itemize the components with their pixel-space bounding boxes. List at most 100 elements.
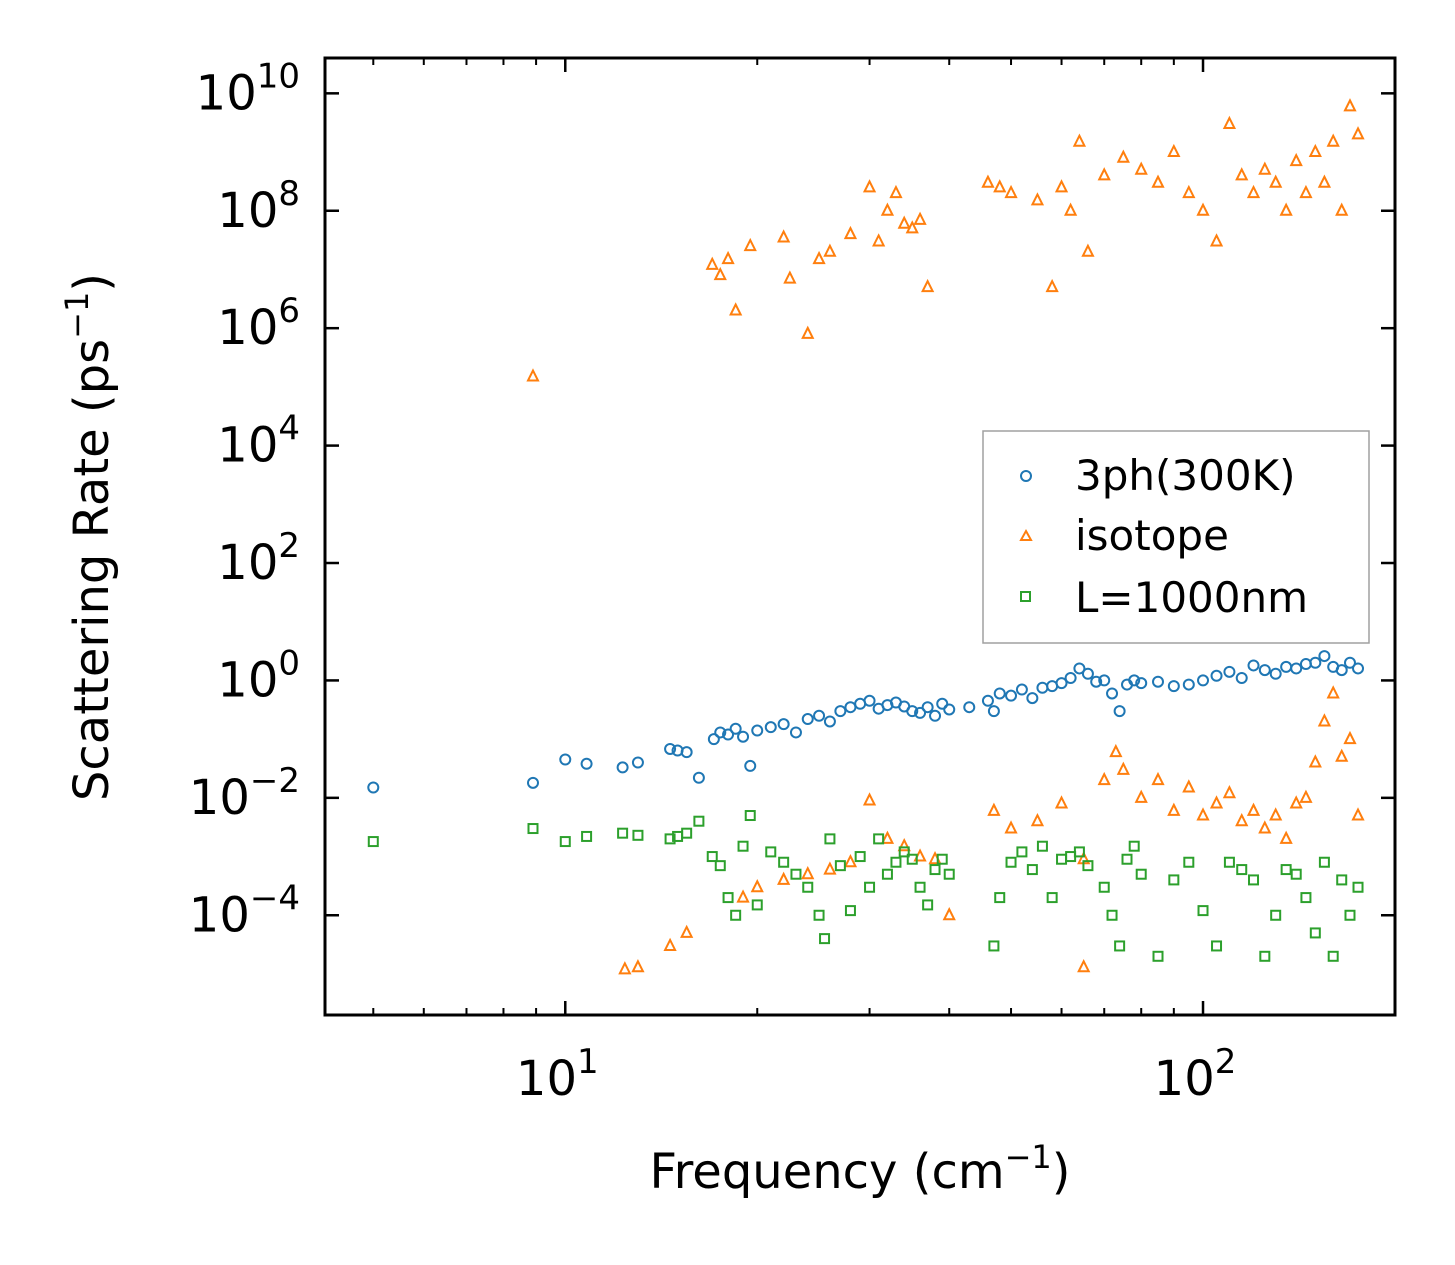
point-square xyxy=(1318,856,1330,868)
point-square xyxy=(881,868,893,880)
point-triangle xyxy=(618,961,632,975)
point-triangle xyxy=(1289,152,1303,167)
point-square xyxy=(744,810,756,822)
point-square xyxy=(922,899,934,911)
point-circle xyxy=(906,705,919,718)
point-triangle xyxy=(812,250,826,265)
point-circle xyxy=(526,776,539,789)
point-circle xyxy=(993,687,1006,700)
point-triangle xyxy=(1246,802,1261,816)
point-triangle xyxy=(1109,743,1123,758)
point-circle xyxy=(1055,677,1068,690)
point-square xyxy=(854,851,866,863)
point-triangle xyxy=(1167,802,1181,816)
point-triangle xyxy=(1269,174,1283,188)
point-square xyxy=(1280,864,1292,876)
point-circle xyxy=(1309,656,1322,669)
point-triangle xyxy=(801,325,815,339)
point-triangle xyxy=(1258,820,1272,834)
point-circle xyxy=(722,728,735,741)
point-triangle xyxy=(872,233,886,247)
y-axis-label: Scattering Rate (ps−1) xyxy=(58,273,120,801)
point-triangle xyxy=(1299,184,1313,199)
legend-label-isotope: isotope xyxy=(1075,511,1229,560)
point-triangle xyxy=(631,959,645,973)
point-triangle xyxy=(1134,789,1148,803)
point-square xyxy=(834,860,846,872)
point-triangle xyxy=(1235,812,1249,827)
point-circle xyxy=(1197,674,1210,687)
point-circle xyxy=(863,694,876,707)
point-square xyxy=(943,868,955,880)
point-circle xyxy=(751,724,764,737)
point-triangle xyxy=(843,854,858,868)
point-triangle xyxy=(1326,685,1340,699)
point-circle xyxy=(1064,671,1077,684)
point-triangle xyxy=(663,937,677,951)
point-triangle xyxy=(1222,784,1237,799)
point-circle xyxy=(729,722,742,735)
point-square xyxy=(1082,860,1094,872)
point-triangle xyxy=(913,211,927,225)
point-circle xyxy=(1258,664,1271,677)
point-square xyxy=(714,860,726,872)
point-square xyxy=(765,846,777,858)
point-square xyxy=(1183,856,1195,868)
point-circle xyxy=(1113,705,1126,718)
point-triangle xyxy=(1063,202,1078,216)
point-triangle xyxy=(1116,761,1130,775)
point-triangle xyxy=(1246,184,1261,199)
point-circle xyxy=(631,756,644,769)
axis-ticks: 101 102 1010 108 106 104 102 100 10−2 10−4 xyxy=(189,56,1396,1107)
point-square xyxy=(1248,874,1260,886)
point-circle xyxy=(580,757,593,770)
point-triangle xyxy=(897,837,911,852)
point-triangle xyxy=(1351,807,1365,821)
point-square xyxy=(1211,940,1223,952)
point-circle xyxy=(664,742,677,755)
point-triangle xyxy=(1326,133,1340,147)
point-square xyxy=(693,815,705,827)
data-markers xyxy=(367,98,1365,975)
point-square xyxy=(1152,950,1164,962)
point-circle xyxy=(559,753,572,766)
point-circle xyxy=(1343,656,1356,669)
point-square xyxy=(617,827,629,839)
point-circle xyxy=(1167,680,1180,693)
point-square xyxy=(1352,881,1364,893)
point-square xyxy=(1259,950,1271,962)
point-square xyxy=(559,836,571,848)
point-square xyxy=(1056,853,1068,865)
point-triangle xyxy=(1235,167,1249,181)
point-circle xyxy=(963,701,976,714)
point-triangle xyxy=(750,879,764,893)
point-triangle xyxy=(1279,830,1293,844)
point-square xyxy=(1336,874,1348,886)
point-triangle xyxy=(1258,161,1272,175)
point-circle xyxy=(714,726,727,739)
point-square xyxy=(664,833,676,845)
point-square xyxy=(681,827,693,839)
series-0 xyxy=(367,650,1365,794)
point-triangle xyxy=(777,229,791,243)
legend-label-l1000nm: L=1000nm xyxy=(1075,573,1308,622)
point-triangle xyxy=(1308,754,1322,768)
point-triangle xyxy=(721,250,735,265)
point-triangle xyxy=(705,256,719,270)
point-square xyxy=(864,881,876,893)
point-square xyxy=(581,830,593,842)
point-circle xyxy=(929,709,942,722)
point-circle xyxy=(936,697,949,710)
point-triangle xyxy=(1054,795,1069,809)
point-circle xyxy=(616,761,629,774)
y-tick-label: 10−4 xyxy=(189,878,300,943)
point-circle xyxy=(981,694,994,707)
point-circle xyxy=(1280,660,1293,673)
point-square xyxy=(751,899,763,911)
point-triangle xyxy=(1317,713,1332,727)
point-square xyxy=(1236,864,1248,876)
point-circle xyxy=(1005,689,1018,702)
point-square xyxy=(819,933,831,945)
point-triangle xyxy=(981,174,995,188)
point-circle xyxy=(1036,681,1049,694)
